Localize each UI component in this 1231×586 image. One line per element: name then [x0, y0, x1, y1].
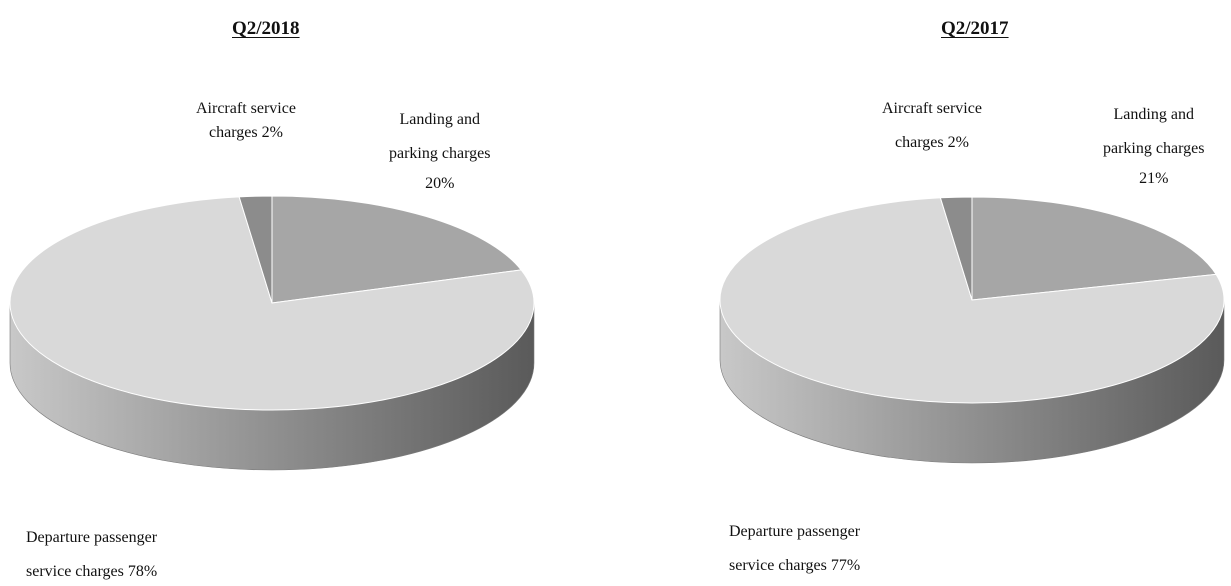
- landing-parking-label: Landing and parking charges 21%: [1103, 103, 1204, 191]
- pie-slice-landing: [971, 196, 1217, 301]
- pie-chart-q2-2018: Q2/2018 Aircraft service charges 2% Land…: [0, 0, 615, 586]
- pie-slice-departure: [9, 196, 535, 411]
- pie-slice-departure: [719, 197, 1225, 404]
- chart-title: Q2/2017: [941, 18, 1009, 39]
- aircraft-service-label: Aircraft service charges 2%: [882, 97, 982, 155]
- label-line: Landing and: [1113, 106, 1194, 123]
- pie-chart-q2-2017: Q2/2017 Aircraft service charges 2% Land…: [615, 0, 1231, 586]
- label-line: service charges 77%: [729, 557, 861, 574]
- chart-title: Q2/2018: [232, 18, 300, 39]
- label-line: parking charges: [389, 145, 491, 162]
- label-line: service charges 78%: [26, 563, 158, 580]
- pie-slice-aircraft: [939, 196, 973, 301]
- label-line: parking charges: [1103, 140, 1205, 157]
- aircraft-service-label: Aircraft service charges 2%: [196, 97, 296, 145]
- label-line: Landing and: [399, 111, 480, 128]
- pie-3d-graphic: [9, 195, 535, 471]
- label-line: 20%: [425, 175, 455, 192]
- label-line: Departure passenger: [26, 529, 158, 546]
- label-line: charges 2%: [209, 124, 283, 141]
- label-line: Departure passenger: [729, 523, 861, 540]
- pie-slice-aircraft: [238, 195, 273, 304]
- departure-passenger-label: Departure passenger service charges 77%: [729, 520, 860, 578]
- label-line: charges 2%: [895, 134, 969, 151]
- landing-parking-label: Landing and parking charges 20%: [389, 108, 490, 196]
- label-line: 21%: [1139, 170, 1169, 187]
- label-line: Aircraft service: [882, 100, 982, 117]
- pie-3d-graphic: [719, 196, 1225, 464]
- departure-passenger-label: Departure passenger service charges 78%: [26, 526, 157, 584]
- label-line: Aircraft service: [196, 100, 296, 117]
- pie-slice-landing: [271, 195, 523, 304]
